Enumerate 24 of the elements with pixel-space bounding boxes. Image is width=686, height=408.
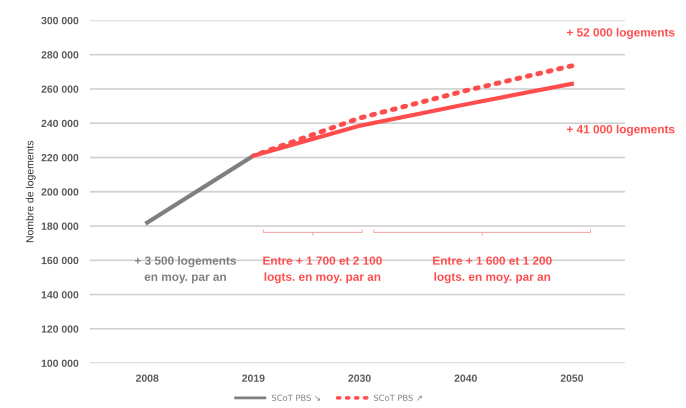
annotation: Entre + 1 700 et 2 100 logts. en moy. par an: [263, 256, 382, 284]
y-tick-label: 260 000: [41, 85, 78, 93]
x-tick-label: 2040: [454, 374, 477, 382]
x-tick-label: 2008: [136, 374, 158, 382]
y-tick-label: 200 000: [41, 188, 78, 196]
y-axis-title: Nombre de logements: [26, 140, 36, 242]
annotation: + 41 000 logements: [566, 124, 675, 136]
annotation: + 52 000 logements: [566, 28, 675, 39]
y-tick-label: 160 000: [42, 256, 78, 264]
legend-label: SCoT PBS ↘: [272, 394, 320, 401]
y-tick-label: 180 000: [42, 222, 78, 230]
x-tick-label: 2030: [348, 374, 371, 382]
y-tick-label: 140 000: [42, 291, 78, 298]
annotation: + 3 500 logements en moy. par an: [134, 256, 236, 284]
x-tick-label: 2019: [242, 374, 265, 382]
y-tick-label: 120 000: [42, 325, 78, 333]
y-tick-label: 280 000: [41, 51, 78, 59]
legend-label: SCoT PBS ↗: [374, 394, 422, 401]
annotation: Entre + 1 600 et 1 200 logts. en moy. par an: [433, 256, 552, 284]
y-tick-label: 300 000: [41, 16, 78, 24]
y-tick-label: 240 000: [41, 120, 78, 128]
y-tick-label: 220 000: [41, 154, 78, 162]
x-tick-label: 2050: [560, 374, 584, 382]
y-tick-label: 100 000: [42, 360, 78, 367]
